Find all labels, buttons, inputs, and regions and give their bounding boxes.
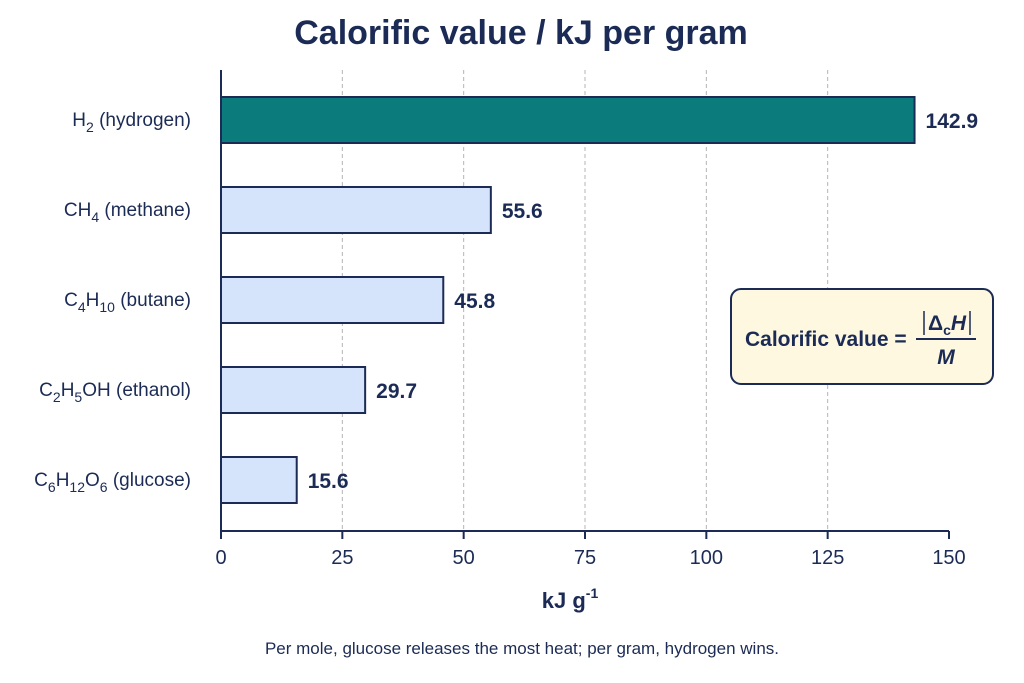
- bar-2: [220, 276, 445, 324]
- x-tick-label-75: 75: [574, 547, 596, 569]
- x-axis-label: kJ g-1: [542, 585, 599, 613]
- chart-caption: Per mole, glucose releases the most heat…: [265, 639, 779, 658]
- category-label-2: C4H10 (butane): [64, 290, 191, 315]
- x-tick-label-25: 25: [331, 547, 353, 569]
- bar-4: [220, 456, 298, 504]
- formula-annotation: Calorific value = ΔcH M: [730, 288, 994, 385]
- chart-title: Calorific value / kJ per gram: [294, 14, 748, 52]
- bars: [220, 96, 916, 504]
- x-tick-label-50: 50: [453, 547, 475, 569]
- x-ticks: 0 25 50 75 100 125 150: [215, 531, 966, 569]
- value-label-0: 142.9: [926, 110, 979, 133]
- formula-lhs: Calorific value =: [745, 328, 907, 351]
- formula-denominator: M: [937, 346, 955, 369]
- value-label-4: 15.6: [308, 470, 349, 493]
- category-label-1: CH4 (methane): [64, 200, 191, 225]
- category-labels: H2 (hydrogen) CH4 (methane) C4H10 (butane)…: [34, 110, 191, 495]
- value-label-3: 29.7: [376, 380, 417, 403]
- x-tick-label-125: 125: [811, 547, 844, 569]
- formula-numerator: ΔcH: [928, 312, 967, 338]
- value-label-2: 45.8: [454, 290, 495, 313]
- category-label-3: C2H5OH (ethanol): [39, 380, 191, 405]
- bar-0: [220, 96, 916, 144]
- bar-3: [220, 366, 367, 414]
- x-tick-label-150: 150: [932, 547, 965, 569]
- category-label-4: C6H12O6 (glucose): [34, 470, 191, 495]
- value-labels: 142.9 55.6 45.8 29.7 15.6: [308, 110, 978, 493]
- value-label-1: 55.6: [502, 200, 543, 223]
- x-tick-label-0: 0: [215, 547, 226, 569]
- category-label-0: H2 (hydrogen): [72, 110, 191, 135]
- bar-1: [220, 186, 492, 234]
- x-tick-label-100: 100: [690, 547, 723, 569]
- formula-box-background: [730, 288, 994, 385]
